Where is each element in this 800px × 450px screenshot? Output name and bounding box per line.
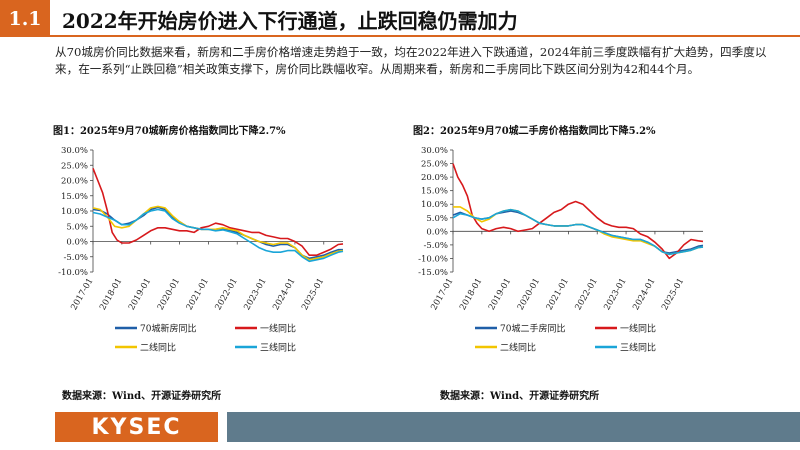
y-tick-label: -5.0%	[424, 241, 448, 251]
x-tick-label: 2023-01	[242, 277, 268, 313]
series-line	[92, 208, 344, 263]
legend-label: 70城新房同比	[140, 323, 196, 335]
x-tick-label: 2020-01	[516, 277, 542, 313]
legend-label: 一线同比	[260, 323, 296, 335]
chart-svg: 30.0% 25.0% 20.0% 15.0% 10.0% 5.0% 0.0% -5.0% -1…	[58, 146, 344, 354]
y-tick-label: 5.0%	[66, 222, 88, 232]
kysec-logo: KYSEC	[55, 412, 218, 442]
x-tick-label: 2024-01	[271, 277, 297, 313]
page-title: 2022年开始房价进入下行通道，止跌回稳仍需加力	[62, 9, 518, 33]
x-tick-label: 2022-01	[214, 277, 240, 313]
chart-new-house: 图1：2025年9月70城新房价格指数同比下降2.7% 30.0% 25.0% 20…	[45, 120, 385, 360]
x-tick-label: 2024-01	[631, 277, 657, 313]
section-number-badge: 1.1	[0, 0, 50, 37]
chart-svg: 30.0% 25.0% 20.0% 15.0% 10.0% 5.0% 0.0% -5.0% -1…	[418, 146, 704, 354]
y-tick-label: 20.0%	[61, 177, 88, 187]
x-tick-label: 2019-01	[487, 277, 513, 313]
legend-label: 二线同比	[500, 342, 536, 354]
x-tick-label: 2017-01	[69, 277, 95, 313]
series-line	[92, 205, 344, 261]
y-tick-label: 25.0%	[61, 161, 88, 171]
footer-bar	[227, 412, 800, 442]
y-tick-label: -15.0%	[418, 268, 448, 278]
legend-label: 一线同比	[620, 323, 656, 335]
legend-label: 三线同比	[260, 342, 296, 354]
y-tick-label: 25.0%	[421, 160, 448, 170]
x-tick-label: 2021-01	[545, 277, 571, 313]
y-tick-label: 30.0%	[421, 146, 448, 156]
y-tick-label: 5.0%	[426, 214, 448, 224]
legend-label: 二线同比	[140, 342, 176, 354]
y-tick-label: -10.0%	[58, 268, 88, 278]
y-tick-label: 10.0%	[61, 207, 88, 217]
x-tick-label: 2022-01	[574, 277, 600, 313]
y-tick-label: 10.0%	[421, 200, 448, 210]
footer-spacer	[0, 412, 50, 442]
data-source-note: 数据来源：Wind、开源证券研究所	[440, 391, 600, 402]
x-tick-label: 2023-01	[602, 277, 628, 313]
y-tick-label: 20.0%	[421, 173, 448, 183]
x-tick-label: 2018-01	[458, 277, 484, 313]
y-tick-label: 30.0%	[61, 146, 88, 156]
x-tick-label: 2020-01	[156, 277, 182, 313]
data-source-note: 数据来源：Wind、开源证券研究所	[62, 391, 222, 402]
series-line	[452, 163, 704, 260]
legend-label: 70城二手房同比	[500, 323, 565, 335]
y-tick-label: -5.0%	[64, 253, 88, 263]
y-tick-label: 0.0%	[66, 238, 88, 248]
x-tick-label: 2025-01	[660, 277, 686, 313]
x-tick-label: 2021-01	[185, 277, 211, 313]
chart-second-hand-house: 图2：2025年9月70城二手房价格指数同比下降5.2% 30.0% 25.0% 2…	[405, 120, 745, 360]
x-tick-label: 2019-01	[127, 277, 153, 313]
y-tick-label: -10.0%	[418, 254, 448, 264]
series-line	[452, 208, 704, 256]
y-tick-label: 15.0%	[61, 192, 88, 202]
header-divider	[50, 35, 800, 37]
x-tick-label: 2018-01	[98, 277, 124, 313]
legend-label: 三线同比	[620, 342, 656, 354]
x-tick-label: 2025-01	[300, 277, 326, 313]
y-tick-label: 0.0%	[426, 227, 448, 237]
x-tick-label: 2017-01	[429, 277, 455, 313]
y-tick-label: 15.0%	[421, 187, 448, 197]
chart-title: 图1：2025年9月70城新房价格指数同比下降2.7%	[53, 126, 286, 137]
body-paragraph: 从70城房价同比数据来看，新房和二手房价格增速走势趋于一致，均在2022年进入下…	[55, 45, 767, 76]
chart-title: 图2：2025年9月70城二手房价格指数同比下降5.2%	[413, 126, 656, 137]
series-line	[92, 168, 344, 256]
